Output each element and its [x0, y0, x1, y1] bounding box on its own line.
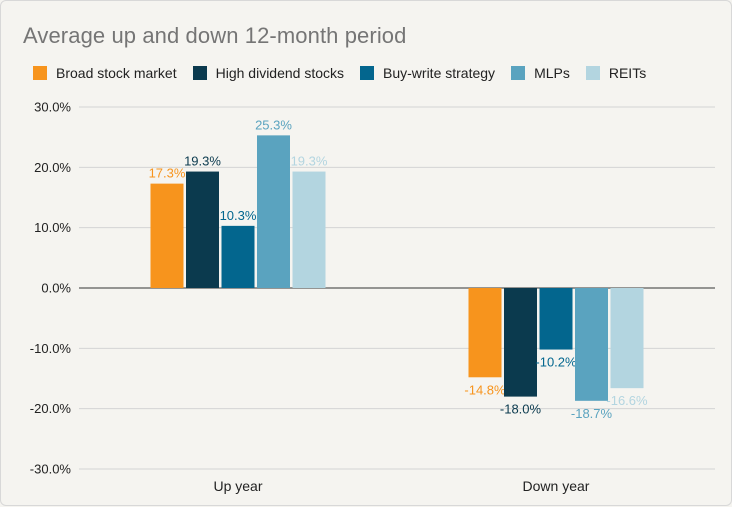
y-tick-label: 30.0%: [34, 100, 71, 115]
legend-item[interactable]: MLPs: [511, 65, 570, 81]
bar: [186, 171, 219, 288]
legend-swatch: [511, 66, 526, 80]
bar: [468, 288, 502, 378]
bar: [610, 288, 644, 389]
legend-item[interactable]: REITs: [585, 65, 647, 81]
y-tick-label: 20.0%: [34, 160, 71, 175]
data-label: -18.0%: [500, 402, 542, 417]
data-label: -16.6%: [606, 393, 648, 408]
data-label: 19.3%: [184, 154, 221, 169]
legend-swatch: [33, 66, 47, 80]
legend-label: REITs: [608, 65, 647, 81]
y-tick-label: -10.0%: [30, 341, 72, 356]
legend-swatch: [585, 66, 600, 80]
legend-swatch: [192, 66, 207, 80]
x-category-label: Down year: [523, 478, 590, 494]
data-label: 17.3%: [149, 166, 186, 181]
bar: [504, 288, 537, 397]
legend-label: Buy-write strategy: [383, 65, 496, 81]
y-tick-label: -30.0%: [30, 462, 72, 477]
data-label: -18.7%: [571, 406, 613, 421]
legend-swatch: [360, 66, 375, 80]
chart-title: Average up and down 12-month period: [23, 23, 407, 48]
legend-item[interactable]: High dividend stocks: [192, 65, 345, 81]
data-label: -10.2%: [535, 355, 577, 370]
bar: [575, 288, 608, 401]
bar: [539, 288, 573, 350]
y-tick-label: 0.0%: [41, 281, 71, 296]
legend-item[interactable]: Buy-write strategy: [360, 65, 495, 81]
legend-label: Broad stock market: [56, 65, 177, 81]
legend-label: MLPs: [534, 65, 570, 81]
bar: [292, 171, 326, 288]
bar: [257, 135, 290, 288]
chart-legend: Broad stock market High dividend stocks Bu…: [33, 65, 662, 81]
data-label: 19.3%: [291, 154, 328, 169]
y-tick-label: 10.0%: [34, 220, 71, 235]
data-label: 10.3%: [220, 208, 257, 223]
legend-label: High dividend stocks: [215, 65, 345, 81]
legend-item[interactable]: Broad stock market: [33, 65, 177, 81]
y-tick-label: -20.0%: [30, 401, 72, 416]
bar: [150, 183, 184, 288]
bar: [221, 225, 255, 288]
data-label: 25.3%: [255, 117, 292, 132]
data-label: -14.8%: [464, 382, 506, 397]
x-category-label: Up year: [213, 478, 262, 494]
